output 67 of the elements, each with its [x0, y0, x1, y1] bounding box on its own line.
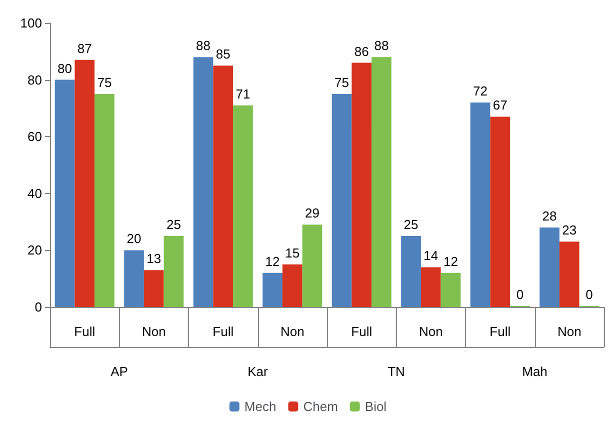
bar [94, 94, 114, 307]
data-label: 0 [516, 287, 524, 302]
text: Kar [248, 364, 269, 379]
data-label: 86 [354, 44, 369, 59]
bar [124, 250, 144, 307]
x-tick-label: Non [280, 324, 304, 339]
data-label: 85 [216, 46, 230, 62]
data-label: 75 [97, 75, 112, 90]
bar [332, 94, 352, 307]
bar [54, 80, 75, 307]
y-tick-label: 20 [28, 242, 42, 258]
y-tick-label: 80 [28, 72, 42, 88]
data-label: 88 [374, 38, 389, 54]
bar [74, 60, 95, 307]
data-label: 12 [443, 254, 458, 269]
legend-label: Biol [364, 399, 387, 414]
data-label: 0 [586, 287, 593, 302]
data-label: 72 [473, 84, 488, 99]
bar [193, 57, 214, 307]
bar [302, 224, 322, 307]
y-tick-label: 40 [28, 186, 42, 201]
data-label: 25 [404, 217, 418, 232]
bar [282, 264, 302, 307]
data-label: 13 [146, 251, 162, 266]
bar [233, 105, 253, 307]
data-label: 20 [126, 231, 142, 246]
data-label: 15 [285, 245, 300, 260]
data-label: 67 [492, 98, 508, 113]
x-tick-label: Non [142, 324, 166, 339]
data-label: 25 [166, 217, 181, 232]
data-label: 28 [542, 208, 557, 224]
data-label: 71 [236, 86, 250, 102]
bar [490, 116, 510, 307]
bar [470, 102, 490, 307]
x-tick-label: Full [351, 324, 372, 339]
data-label: 12 [265, 254, 280, 269]
y-tick-label: 0 [34, 300, 42, 314]
bar [540, 227, 560, 307]
text: Mah [522, 364, 548, 379]
bar [352, 62, 372, 307]
data-label: 29 [304, 206, 320, 221]
text: AP [110, 364, 128, 379]
data-label: 14 [424, 248, 438, 264]
bar [213, 66, 234, 307]
y-tick-label: 100 [20, 16, 42, 30]
legend-label: Mech [244, 399, 276, 414]
bar [372, 57, 392, 307]
x-tick-label: Non [418, 324, 443, 339]
data-label: 80 [58, 60, 72, 76]
data-label: 23 [562, 222, 577, 238]
bar [262, 272, 282, 307]
x-tick-label: Full [490, 324, 511, 339]
text: TN [388, 364, 405, 379]
bar [401, 236, 421, 307]
data-label: 75 [334, 75, 350, 90]
bar [420, 267, 441, 307]
bar [164, 236, 184, 307]
x-tick-label: Full [212, 324, 234, 339]
bar [559, 242, 580, 307]
data-label: 88 [196, 38, 211, 54]
legend-label: Chem [303, 399, 338, 414]
bar [144, 270, 164, 307]
x-tick-label: Non [557, 324, 582, 339]
bar [440, 272, 461, 307]
x-tick-label: Full [74, 324, 96, 339]
data-label: 87 [77, 40, 92, 56]
y-tick-label: 60 [28, 129, 42, 144]
